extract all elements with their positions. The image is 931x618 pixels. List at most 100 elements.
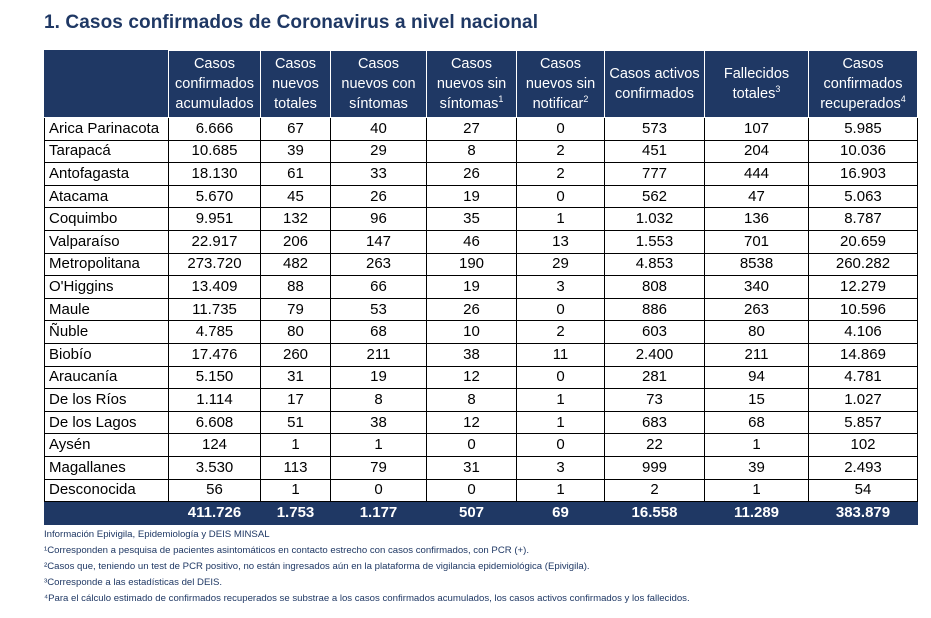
table-row: Desconocida 56 1 0 0 1 2 1 54: [44, 478, 918, 503]
value-cell: 9.951: [168, 207, 261, 231]
value-cell: 3: [516, 275, 605, 299]
value-cell: 1: [516, 388, 605, 412]
value-cell: 13: [516, 229, 605, 254]
footnote: ⁴Para el cálculo estimado de confirmados…: [44, 593, 690, 604]
value-cell: 124: [168, 433, 261, 457]
value-cell: 0: [516, 433, 605, 457]
value-cell: 11: [516, 342, 605, 367]
value-cell: 17.476: [168, 342, 261, 367]
header-cell: Casos nuevos totales: [260, 50, 331, 118]
footnotes: Información Epivigila, Epidemiología y D…: [44, 527, 690, 607]
value-cell: 1: [330, 433, 427, 457]
table-row: De los Ríos 1.114 17 8 8 1 73 15 1.027: [44, 388, 918, 412]
total-cell: 1.753: [260, 501, 331, 526]
value-cell: 1: [704, 478, 809, 503]
region-cell: Biobío: [44, 342, 169, 367]
value-cell: 53: [330, 297, 427, 322]
header-corner: [44, 50, 169, 118]
table-row: Araucanía 5.150 31 19 12 0 281 94 4.781: [44, 365, 918, 390]
header-cell: Casos confirmados recuperados4: [808, 50, 918, 118]
table-row: Valparaíso 22.917 206 147 46 13 1.553 701 20.659: [44, 229, 918, 254]
table-row: Aysén 124 1 1 0 0 22 1 102: [44, 433, 918, 457]
totals-row: 411.726 1.753 1.177 507 69 16.558 11.289 383.87…: [44, 501, 918, 526]
value-cell: 263: [704, 297, 809, 322]
value-cell: 113: [260, 455, 331, 480]
value-cell: 6.666: [168, 117, 261, 141]
region-cell: Metropolitana: [44, 252, 169, 277]
value-cell: 808: [604, 275, 705, 299]
value-cell: 35: [426, 207, 517, 231]
value-cell: 39: [260, 139, 331, 164]
value-cell: 29: [516, 252, 605, 277]
value-cell: 444: [704, 162, 809, 186]
value-cell: 10: [426, 320, 517, 344]
value-cell: 2: [516, 320, 605, 344]
value-cell: 2.493: [808, 455, 918, 480]
value-cell: 190: [426, 252, 517, 277]
region-cell: Arica Parinacota: [44, 117, 169, 141]
table-row: O'Higgins 13.409 88 66 19 3 808 340 12.279: [44, 275, 918, 299]
value-cell: 38: [330, 410, 427, 435]
total-cell: 16.558: [604, 501, 705, 526]
value-cell: 80: [704, 320, 809, 344]
total-cell: 411.726: [168, 501, 261, 526]
value-cell: 17: [260, 388, 331, 412]
value-cell: 1: [260, 478, 331, 503]
value-cell: 107: [704, 117, 809, 141]
value-cell: 80: [260, 320, 331, 344]
value-cell: 211: [704, 342, 809, 367]
footnote: Información Epivigila, Epidemiología y D…: [44, 529, 270, 540]
region-cell: Araucanía: [44, 365, 169, 390]
value-cell: 573: [604, 117, 705, 141]
footnote: ²Casos que, teniendo un test de PCR posi…: [44, 561, 590, 572]
value-cell: 10.685: [168, 139, 261, 164]
value-cell: 136: [704, 207, 809, 231]
value-cell: 1: [260, 433, 331, 457]
value-cell: 67: [260, 117, 331, 141]
header-row: Casos confirmados acumulados Casos nuevo…: [44, 50, 918, 118]
value-cell: 204: [704, 139, 809, 164]
value-cell: 68: [330, 320, 427, 344]
value-cell: 94: [704, 365, 809, 390]
total-cell: 1.177: [330, 501, 427, 526]
value-cell: 4.853: [604, 252, 705, 277]
value-cell: 88: [260, 275, 331, 299]
value-cell: 0: [426, 433, 517, 457]
value-cell: 16.903: [808, 162, 918, 186]
value-cell: 0: [516, 297, 605, 322]
value-cell: 5.670: [168, 184, 261, 209]
value-cell: 206: [260, 229, 331, 254]
value-cell: 1: [516, 478, 605, 503]
value-cell: 260: [260, 342, 331, 367]
value-cell: 340: [704, 275, 809, 299]
value-cell: 4.106: [808, 320, 918, 344]
value-cell: 102: [808, 433, 918, 457]
value-cell: 8.787: [808, 207, 918, 231]
region-cell: Valparaíso: [44, 229, 169, 254]
value-cell: 39: [704, 455, 809, 480]
region-cell: Desconocida: [44, 478, 169, 503]
table-row: De los Lagos 6.608 51 38 12 1 683 68 5.857: [44, 410, 918, 435]
value-cell: 147: [330, 229, 427, 254]
value-cell: 603: [604, 320, 705, 344]
value-cell: 15: [704, 388, 809, 412]
region-cell: De los Ríos: [44, 388, 169, 412]
value-cell: 12.279: [808, 275, 918, 299]
table-row: Biobío 17.476 260 211 38 11 2.400 211 14.869: [44, 342, 918, 367]
value-cell: 683: [604, 410, 705, 435]
value-cell: 0: [516, 184, 605, 209]
value-cell: 11.735: [168, 297, 261, 322]
value-cell: 20.659: [808, 229, 918, 254]
value-cell: 0: [516, 117, 605, 141]
value-cell: 19: [426, 184, 517, 209]
value-cell: 12: [426, 410, 517, 435]
region-cell: Atacama: [44, 184, 169, 209]
value-cell: 281: [604, 365, 705, 390]
value-cell: 2: [516, 162, 605, 186]
value-cell: 5.150: [168, 365, 261, 390]
value-cell: 451: [604, 139, 705, 164]
region-cell: Maule: [44, 297, 169, 322]
value-cell: 45: [260, 184, 331, 209]
value-cell: 8: [330, 388, 427, 412]
value-cell: 10.036: [808, 139, 918, 164]
